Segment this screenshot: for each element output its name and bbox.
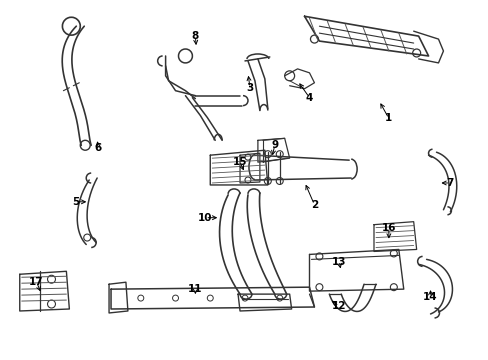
Text: 17: 17 — [29, 277, 44, 287]
Text: 10: 10 — [198, 213, 212, 223]
Text: 15: 15 — [232, 157, 247, 167]
Text: 11: 11 — [188, 284, 202, 294]
Text: 6: 6 — [94, 143, 102, 153]
Text: 2: 2 — [310, 200, 317, 210]
Text: 3: 3 — [246, 83, 253, 93]
Text: 5: 5 — [73, 197, 80, 207]
Text: 9: 9 — [271, 140, 278, 150]
Text: 13: 13 — [331, 257, 346, 267]
Text: 7: 7 — [446, 178, 453, 188]
Text: 16: 16 — [381, 222, 395, 233]
Text: 14: 14 — [423, 292, 437, 302]
Text: 4: 4 — [305, 93, 312, 103]
Text: 12: 12 — [331, 301, 346, 311]
Text: 8: 8 — [191, 31, 199, 41]
Text: 1: 1 — [385, 113, 392, 123]
